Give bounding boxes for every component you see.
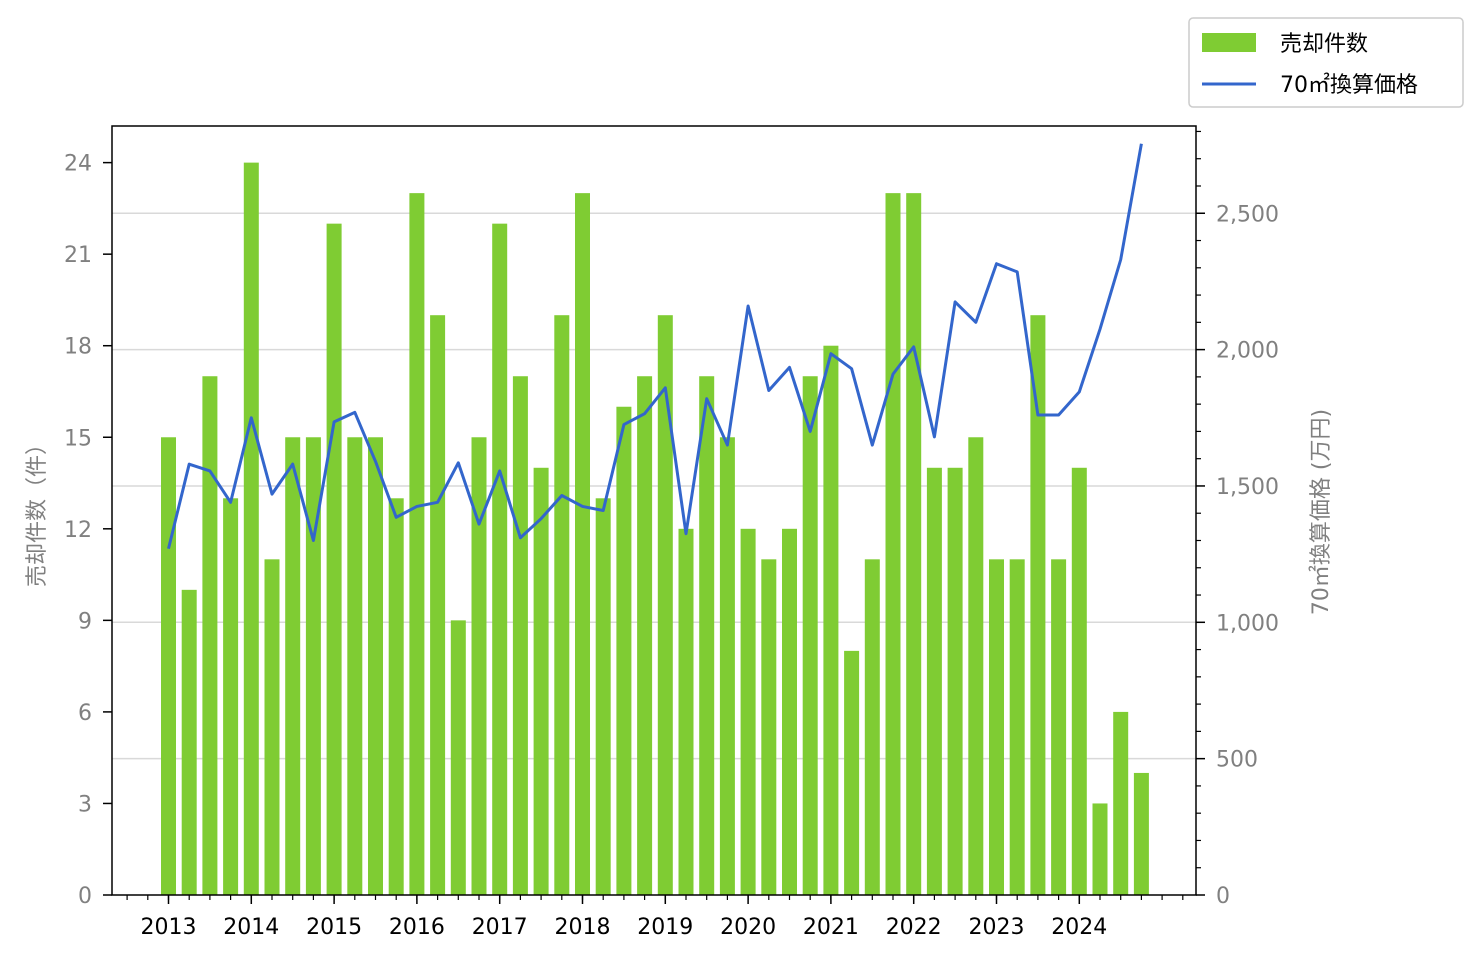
bar — [719, 437, 735, 895]
x-tick-label: 2018 — [555, 915, 611, 940]
x-tick-label: 2013 — [141, 915, 197, 940]
bar — [657, 315, 673, 895]
price-line — [167, 143, 1143, 550]
x-tick-label: 2014 — [223, 915, 279, 940]
bar — [699, 376, 715, 895]
legend: 売却件数 70㎡換算価格 — [1188, 17, 1464, 108]
bar — [864, 559, 880, 895]
y-left-tick-label: 6 — [78, 701, 92, 726]
x-tick-label: 2015 — [306, 915, 362, 940]
bar — [430, 315, 446, 895]
bar — [1051, 559, 1067, 895]
bar — [761, 559, 777, 895]
x-tick-label: 2021 — [803, 915, 859, 940]
bar — [575, 193, 590, 896]
bar — [1113, 711, 1129, 895]
bar — [554, 315, 570, 895]
bar — [989, 559, 1004, 895]
bar — [264, 559, 280, 895]
right-axis-title: 70㎡換算価格 (万円) — [1308, 409, 1334, 615]
x-tick-label: 2020 — [720, 915, 776, 940]
y-left-tick-label: 24 — [64, 152, 92, 177]
plot-frame — [111, 125, 1197, 896]
y-right-tick-label: 1,000 — [1216, 611, 1279, 636]
bar — [595, 498, 611, 895]
bar — [492, 223, 508, 896]
bar — [885, 193, 901, 896]
bar — [161, 437, 176, 895]
bar — [1009, 559, 1025, 895]
bar — [782, 528, 797, 895]
y-right-tick-label: 500 — [1216, 748, 1258, 773]
y-right-tick-label: 2,000 — [1216, 339, 1279, 364]
bar — [947, 467, 963, 895]
bar — [844, 650, 860, 895]
legend-bar-label: 売却件数 — [1280, 32, 1368, 57]
bar — [305, 437, 321, 895]
bar — [512, 376, 528, 895]
bar — [181, 589, 197, 895]
bar — [1133, 772, 1149, 895]
bar-series — [161, 162, 1149, 896]
bar — [409, 193, 425, 896]
legend-bar-swatch — [1202, 33, 1256, 52]
y-left-tick-label: 0 — [78, 884, 92, 909]
x-tick-label: 2019 — [637, 915, 693, 940]
bar — [326, 223, 342, 896]
left-axis-title: 売却件数（件） — [25, 433, 50, 587]
x-tick-label: 2017 — [472, 915, 528, 940]
bar — [616, 406, 632, 895]
bar — [388, 498, 404, 895]
bar — [223, 498, 239, 895]
x-tick-label: 2024 — [1051, 915, 1107, 940]
y-left-tick-label: 21 — [64, 243, 92, 268]
y-left-tick-label: 18 — [64, 335, 92, 360]
bar — [471, 437, 487, 895]
bar — [1092, 803, 1108, 895]
bar — [347, 437, 363, 895]
y-left-tick-label: 3 — [78, 792, 92, 817]
legend-box — [1188, 17, 1464, 108]
bar — [1071, 467, 1087, 895]
y-right-tick-label: 0 — [1216, 884, 1230, 909]
y-left-tick-label: 15 — [64, 426, 92, 451]
right-y-axis: 0 500 1,000 1,500 2,000 2,500 — [1196, 130, 1279, 909]
bar — [1030, 315, 1046, 895]
bar — [823, 345, 839, 895]
bar — [740, 528, 756, 895]
bar — [968, 437, 984, 895]
x-axis: 2013 2014 2015 2016 2017 2018 2019 2020 2021 2022… — [126, 895, 1184, 940]
x-tick-label: 2023 — [969, 915, 1025, 940]
y-left-tick-label: 9 — [78, 609, 92, 634]
y-right-tick-label: 2,500 — [1216, 202, 1279, 227]
left-y-axis: 0 3 6 9 12 15 18 21 24 — [64, 152, 112, 909]
bar — [802, 376, 818, 895]
bar — [202, 376, 218, 895]
x-tick-label: 2016 — [389, 915, 445, 940]
legend-line-label: 70㎡換算価格 — [1280, 72, 1418, 98]
bar — [243, 162, 259, 896]
bar — [368, 437, 383, 895]
bar — [637, 376, 653, 895]
y-left-tick-label: 12 — [64, 518, 92, 543]
bar — [906, 193, 922, 896]
bar — [678, 528, 694, 895]
bar — [926, 467, 942, 895]
bar — [285, 437, 301, 895]
x-tick-label: 2022 — [886, 915, 942, 940]
bar — [450, 620, 466, 895]
bar — [533, 467, 549, 895]
y-right-tick-label: 1,500 — [1216, 475, 1279, 500]
